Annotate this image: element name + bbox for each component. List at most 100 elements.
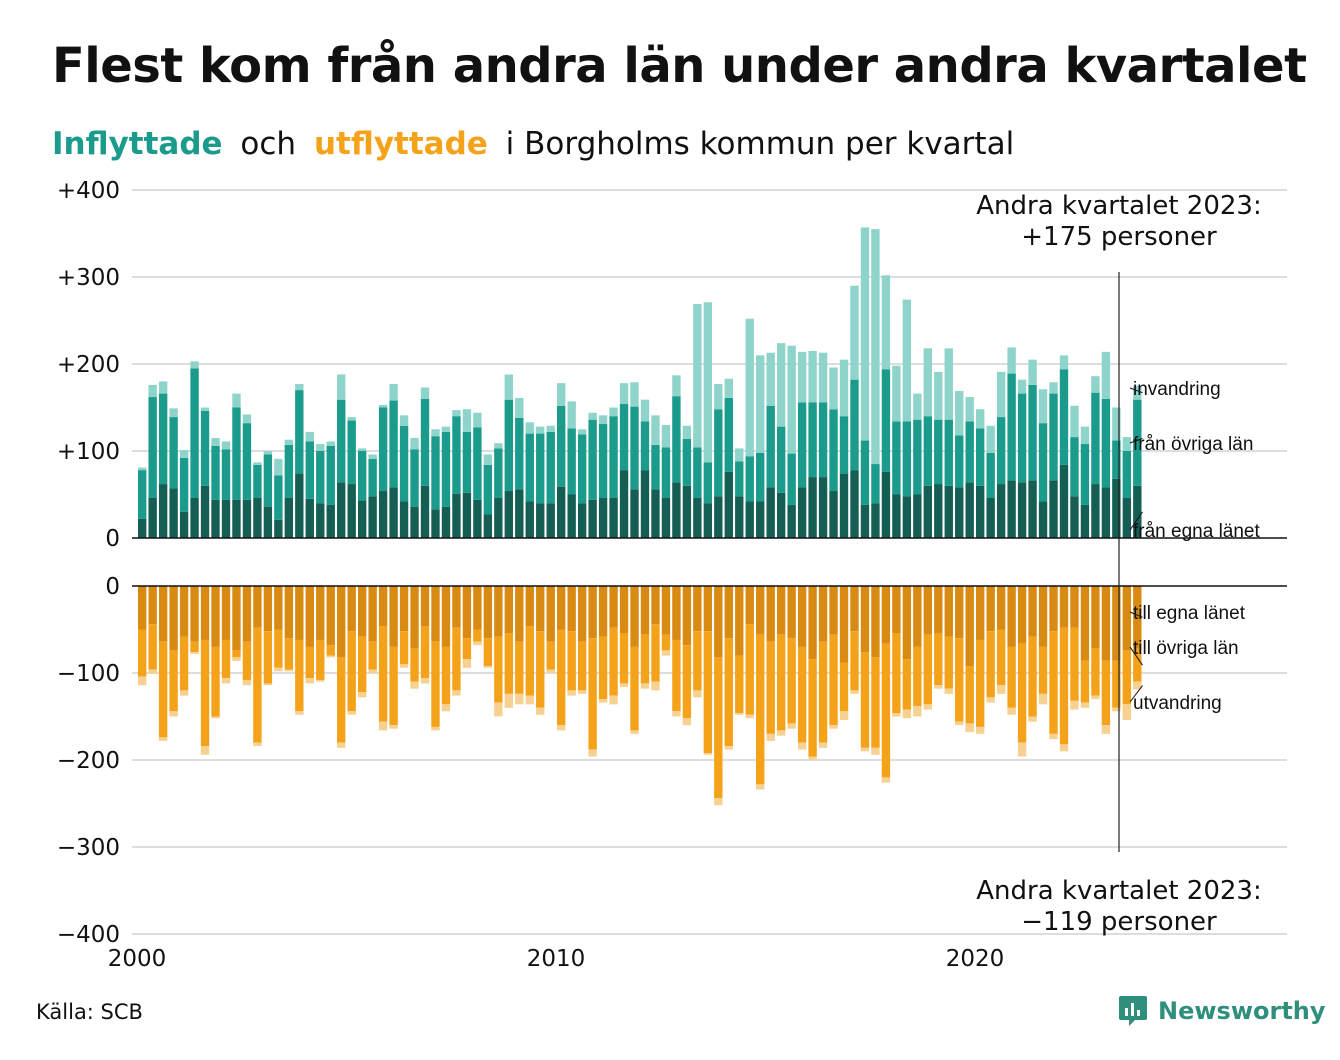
bar-in-egna — [420, 485, 430, 538]
bar-in-egna — [452, 493, 461, 538]
bar-in-invandring — [598, 415, 608, 425]
series-label-lower: till egna länet — [1133, 603, 1246, 624]
bar-in-invandring — [986, 425, 995, 453]
bar-out-utvandring — [630, 730, 639, 734]
bar-out-egna — [588, 586, 597, 639]
bar-in-egna — [316, 503, 325, 538]
bar-in-egna — [536, 503, 545, 538]
bar-out-egna — [1028, 586, 1037, 637]
bar-out-utvandring — [263, 683, 273, 686]
bar-out-ovriga — [525, 626, 534, 696]
bar-in-egna — [996, 484, 1006, 538]
bar-in-egna — [557, 486, 566, 538]
bar-in-egna — [965, 482, 974, 538]
bar-out-ovriga — [337, 657, 346, 743]
bar-out-ovriga — [955, 638, 964, 722]
bar-out-egna — [441, 586, 451, 647]
bar-out-utvandring — [588, 749, 597, 757]
bar-out-egna — [504, 586, 514, 633]
bar-out-ovriga — [577, 641, 587, 691]
bar-in-ovriga — [138, 470, 147, 519]
bar-out-ovriga — [693, 631, 702, 691]
bar-in-ovriga — [557, 405, 566, 487]
y-tick-label-upper: 0 — [105, 526, 120, 552]
bar-out-egna — [431, 586, 440, 642]
bar-in-ovriga — [598, 424, 608, 498]
bar-out-utvandring — [347, 711, 356, 715]
bar-out-egna — [797, 586, 807, 647]
subtitle-rest: i Borgholms kommun per kvartal — [505, 126, 1015, 162]
y-tick-label-upper: +300 — [57, 265, 120, 291]
bar-out-utvandring — [955, 721, 964, 726]
bar-in-invandring — [1091, 376, 1100, 393]
bar-out-utvandring — [965, 723, 974, 733]
bar-out-ovriga — [944, 636, 953, 689]
bar-out-egna — [525, 586, 534, 627]
bar-out-ovriga — [1133, 648, 1142, 682]
bar-out-utvandring — [1080, 702, 1090, 708]
bar-out-egna — [818, 586, 828, 642]
bar-in-egna — [902, 496, 912, 538]
bar-out-utvandring — [316, 679, 325, 682]
bar-out-utvandring — [295, 711, 304, 715]
bar-in-invandring — [913, 393, 922, 420]
bar-in-invandring — [1049, 382, 1058, 394]
bar-out-ovriga — [766, 641, 775, 734]
bar-in-egna — [525, 501, 534, 538]
bar-out-utvandring — [808, 756, 817, 760]
bar-in-invandring — [944, 348, 953, 420]
bar-out-utvandring — [242, 679, 252, 686]
bar-in-ovriga — [389, 400, 398, 488]
bar-in-egna — [735, 496, 744, 538]
bar-out-egna — [934, 586, 943, 633]
series-labels: invandring från övriga län från egna länet… — [1129, 379, 1260, 714]
bar-out-utvandring — [735, 713, 744, 715]
bar-in-invandring — [797, 351, 807, 403]
bar-out-ovriga — [200, 639, 210, 747]
bar-in-ovriga — [158, 393, 168, 485]
bar-in-invandring — [1007, 347, 1016, 374]
newsworthy-logo-icon — [1119, 996, 1147, 1026]
bar-in-ovriga — [1080, 444, 1090, 505]
bar-in-egna — [682, 485, 692, 538]
bar-in-invandring — [776, 343, 786, 427]
bar-out-utvandring — [221, 678, 231, 684]
bar-out-utvandring — [253, 742, 262, 747]
bar-out-ovriga — [431, 641, 440, 727]
bar-in-ovriga — [619, 404, 629, 471]
bar-in-invandring — [357, 448, 367, 451]
bar-out-utvandring — [190, 652, 199, 654]
bar-in-invandring — [850, 285, 859, 380]
bar-out-utvandring — [839, 711, 849, 720]
bar-out-utvandring — [368, 669, 377, 673]
bar-out-ovriga — [1038, 646, 1048, 694]
bar-in-egna — [1059, 464, 1069, 538]
bar-out-utvandring — [850, 690, 859, 694]
bar-in-ovriga — [871, 464, 880, 504]
bar-out-ovriga — [787, 638, 796, 724]
bar-out-ovriga — [357, 636, 367, 693]
bar-in-egna — [714, 496, 723, 538]
bar-out-utvandring — [1091, 695, 1100, 700]
bar-out-utvandring — [232, 657, 241, 661]
bar-in-ovriga — [797, 402, 807, 488]
bar-out-ovriga — [1007, 646, 1016, 708]
subtitle-och: och — [240, 126, 297, 162]
bar-out-egna — [871, 586, 880, 658]
bar-in-egna — [138, 518, 147, 538]
bar-out-ovriga — [1112, 660, 1121, 708]
bar-out-egna — [1017, 586, 1027, 644]
bar-in-invandring — [431, 429, 440, 437]
bar-out-ovriga — [976, 639, 985, 727]
bar-in-ovriga — [1091, 392, 1100, 485]
bar-out-egna — [347, 586, 356, 632]
bar-in-egna — [462, 492, 472, 538]
bar-in-egna — [630, 489, 639, 538]
x-tick-label: 2010 — [527, 946, 586, 972]
bar-out-utvandring — [169, 711, 178, 717]
bar-out-egna — [546, 586, 555, 642]
bar-in-ovriga — [787, 453, 796, 505]
bar-in-ovriga — [546, 431, 555, 504]
bar-out-utvandring — [693, 690, 702, 698]
